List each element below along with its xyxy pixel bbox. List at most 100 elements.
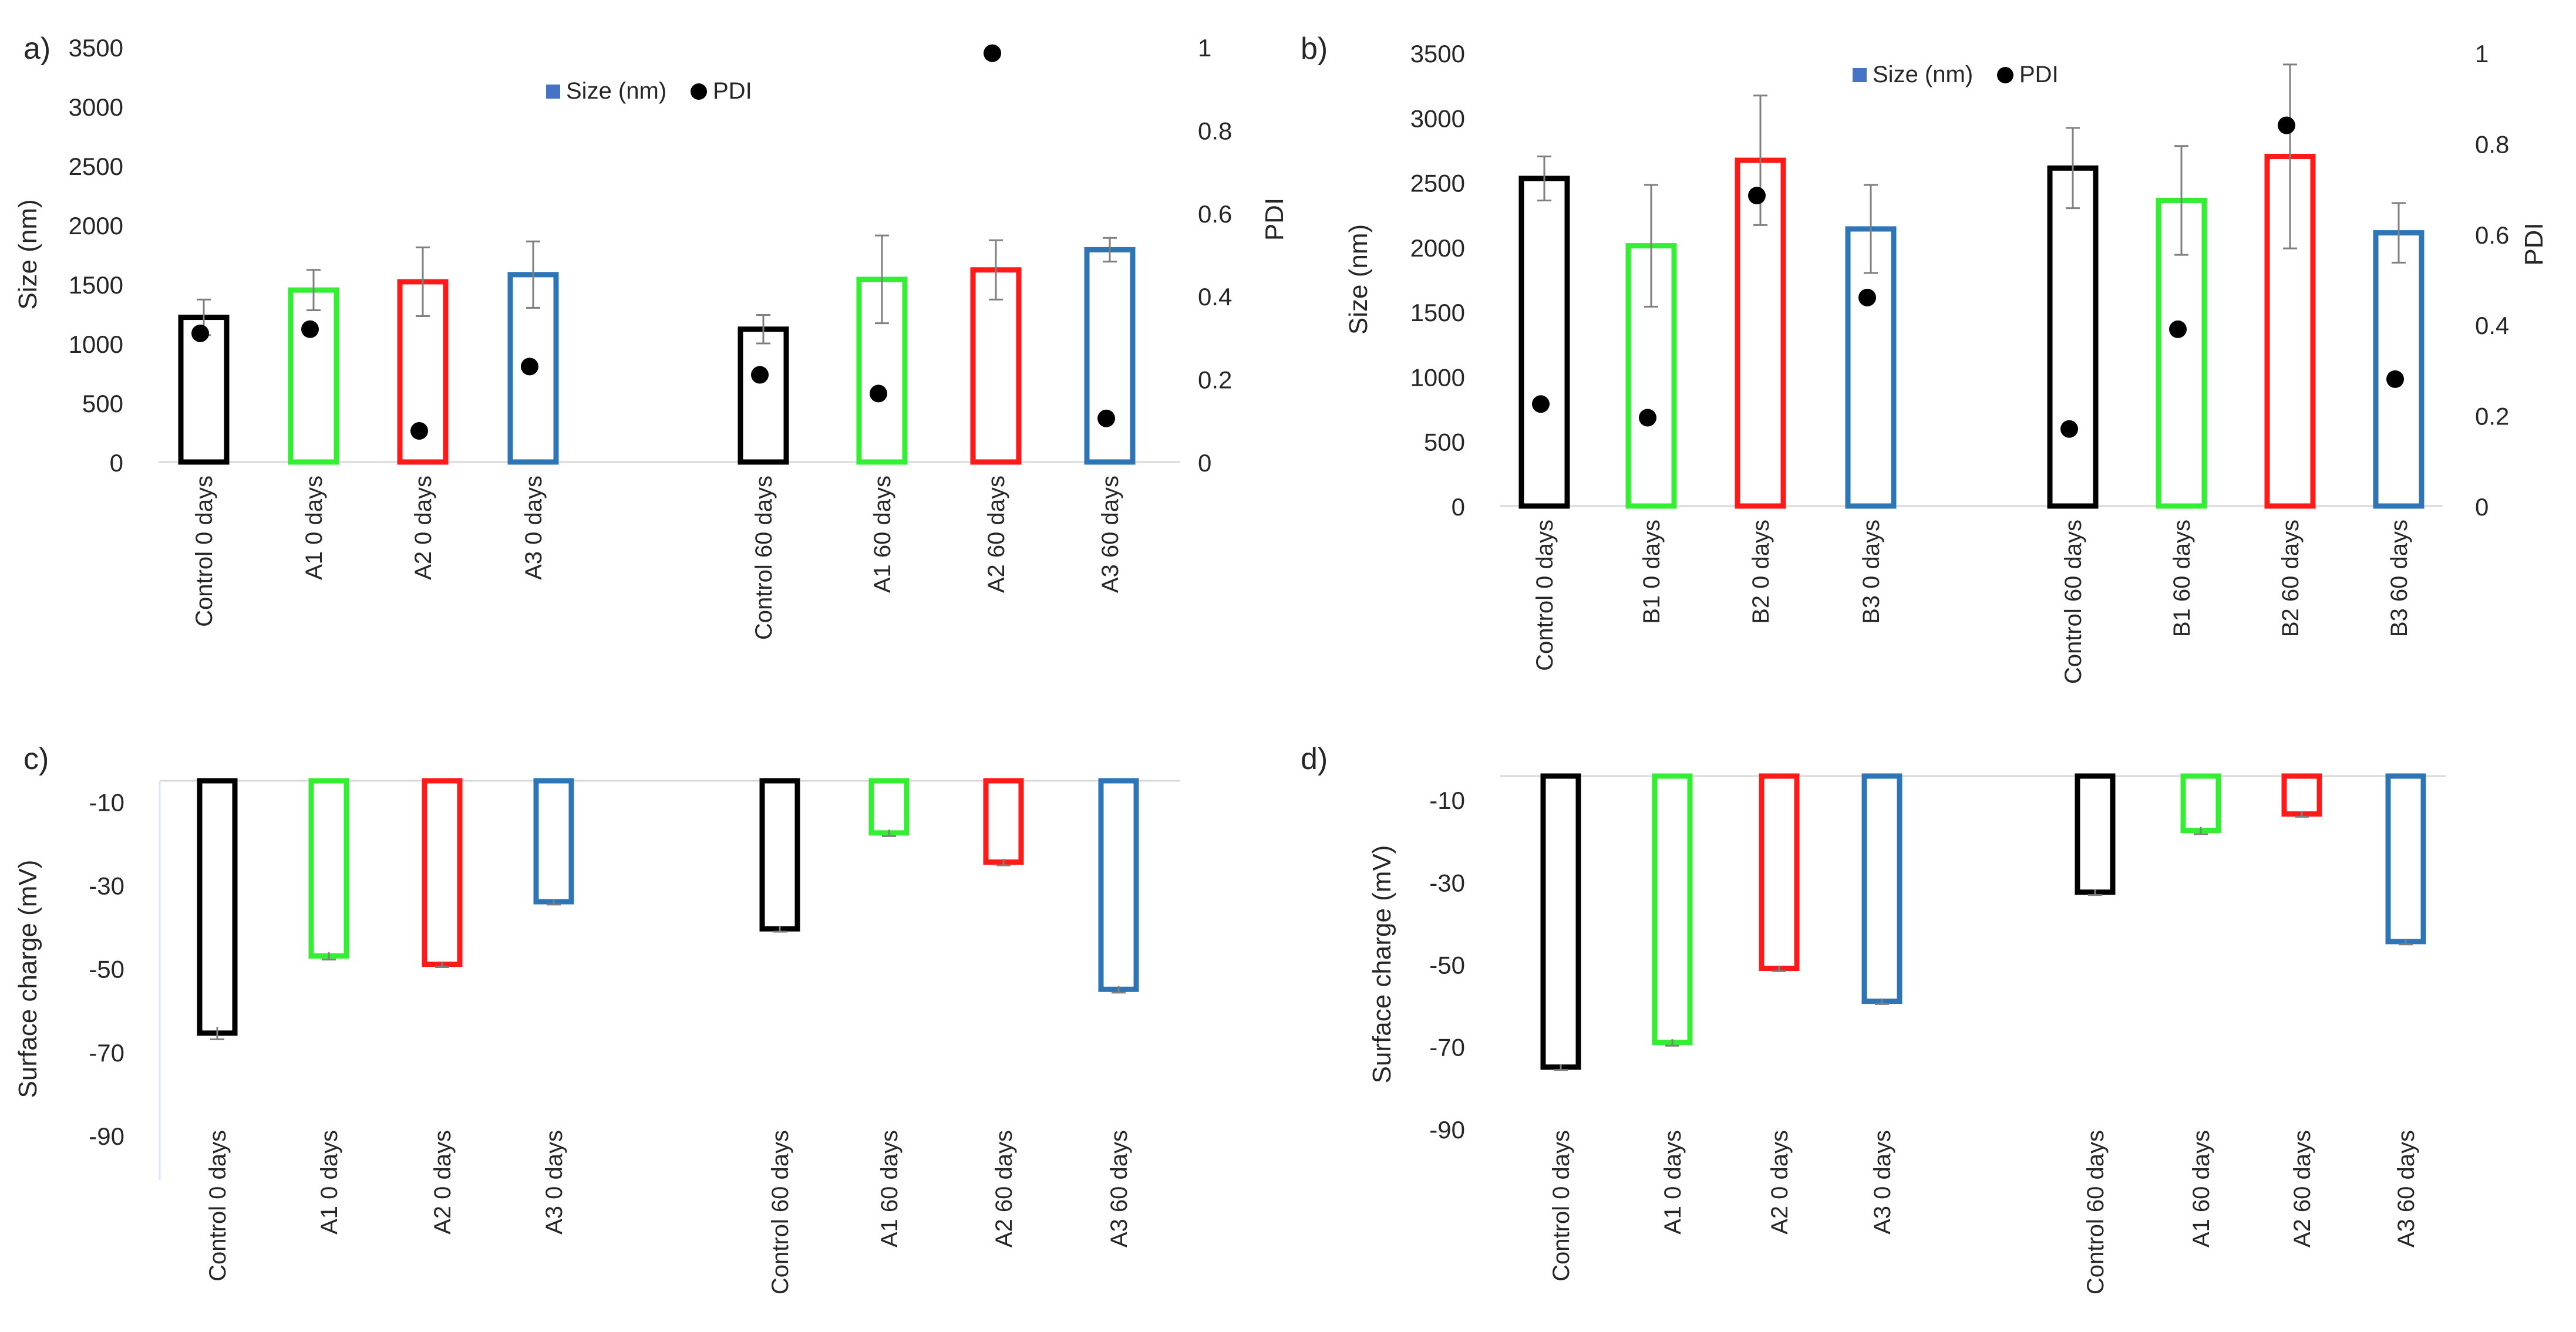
bar-size-5 [738, 326, 789, 465]
y-tick-label: -90 [89, 1122, 124, 1150]
y2-tick-label: 1 [2475, 40, 2489, 68]
pdi-point-2 [1639, 409, 1656, 427]
bar-size-1 [1518, 176, 1570, 509]
y2-tick-label: 0 [1198, 449, 1211, 477]
pdi-point-6 [870, 385, 887, 403]
y-tick-label: 3500 [69, 34, 123, 62]
category-label: A3 0 days [541, 1130, 567, 1235]
chart-panel-c: c) -10 -30 -50 -70 -90 Surface charge (mV) Cont… [14, 742, 1180, 1294]
y2-tick-label: 0.2 [1198, 366, 1232, 394]
y-tick-label: 2000 [69, 212, 123, 240]
category-label: A1 60 days [870, 476, 895, 593]
y-tick-label: 1500 [1410, 299, 1465, 326]
panel-label: d) [1301, 742, 1328, 776]
y-tick-label: -30 [1429, 869, 1465, 896]
category-label: Control 0 days [191, 476, 217, 627]
category-label: B2 0 days [1748, 520, 1774, 624]
bar-charge-7 [2281, 773, 2322, 817]
y-tick-label: 500 [82, 390, 123, 417]
legend-swatch-size [1853, 68, 1867, 82]
pdi-point-4 [1858, 288, 1876, 306]
bar-charge-2 [308, 778, 349, 959]
category-label: A3 60 days [2393, 1130, 2419, 1247]
bar-charge-6 [868, 778, 910, 836]
category-label: A2 0 days [1767, 1130, 1793, 1235]
bar-charge-8 [1098, 778, 1139, 992]
category-label: Control 0 days [205, 1130, 231, 1282]
y-tick-label: -50 [89, 956, 124, 983]
pdi-point-4 [521, 358, 538, 376]
legend-label-size: Size (nm) [1873, 62, 1973, 87]
pdi-point-3 [1748, 187, 1766, 205]
y2-tick-label: 0.4 [2475, 312, 2509, 339]
panel-label: c) [23, 742, 49, 776]
y2-tick-label: 1 [1198, 34, 1211, 62]
category-label: A1 60 days [877, 1130, 903, 1247]
y-tick-label: 3000 [1410, 104, 1465, 132]
pdi-point-5 [751, 366, 769, 384]
y-tick-label: 2500 [69, 153, 123, 180]
y-tick-label: 1000 [1410, 363, 1465, 391]
category-label: Control 0 days [1548, 1130, 1574, 1282]
y2-tick-label: 0.8 [1198, 117, 1232, 144]
category-label: A3 0 days [1870, 1130, 1895, 1235]
category-label: A3 60 days [1106, 1130, 1132, 1247]
category-label: A1 0 days [301, 476, 327, 580]
y2-tick-label: 0.4 [1198, 283, 1232, 311]
legend-label-size: Size (nm) [566, 78, 666, 104]
y-tick-label: 3000 [69, 93, 123, 121]
y-tick-label: -10 [1429, 787, 1465, 814]
bar-size-7 [970, 267, 1022, 465]
pdi-point-3 [410, 421, 428, 440]
y-tick-label: 2500 [1410, 170, 1465, 197]
y-tick-label: -70 [1429, 1034, 1465, 1061]
pdi-point-8 [2386, 370, 2404, 388]
y-tick-label: 500 [1424, 429, 1465, 456]
bar-charge-2 [1652, 773, 1693, 1046]
bar-size-8 [1084, 247, 1136, 465]
category-label: A2 60 days [991, 1130, 1017, 1247]
pdi-point-6 [2169, 320, 2187, 338]
pdi-point-1 [1532, 395, 1550, 413]
category-label: B3 60 days [2386, 520, 2412, 637]
y-tick-label: -30 [89, 872, 124, 900]
y2-tick-label: 0.6 [1198, 200, 1232, 228]
category-label: Control 60 days [751, 476, 777, 640]
category-label: B1 60 days [2169, 520, 2195, 637]
category-label: Control 60 days [2060, 520, 2086, 684]
y-tick-label: 1000 [69, 331, 123, 358]
y2-axis-label: PDI [1260, 198, 1289, 241]
category-label: B3 0 days [1858, 520, 1884, 624]
y2-tick-label: 0 [2475, 493, 2489, 521]
category-label: A1 0 days [1660, 1130, 1686, 1235]
legend-marker-pdi [1997, 67, 2013, 83]
y-tick-label: -70 [89, 1039, 124, 1067]
y-tick-label: -10 [89, 789, 124, 817]
y-tick-label: 2000 [1410, 234, 1465, 262]
legend-label-pdi: PDI [713, 78, 752, 104]
y-tick-label: -90 [1429, 1116, 1465, 1144]
bar-charge-5 [759, 778, 800, 932]
category-label: Control 60 days [767, 1130, 793, 1294]
bar-size-2 [288, 287, 339, 465]
chart-panel-d: d) -10 -30 -50 -70 -90 Surface charge (mV) Cont… [1301, 742, 2446, 1294]
category-label: A2 60 days [984, 476, 1009, 593]
y-tick-label: 3500 [1410, 40, 1465, 68]
bar-charge-3 [1759, 773, 1800, 972]
category-label: A1 60 days [2188, 1130, 2214, 1247]
category-label: Control 60 days [2083, 1130, 2109, 1294]
y-tick-label: 1500 [69, 271, 123, 299]
bar-size-5 [2047, 165, 2099, 509]
pdi-point-8 [1097, 409, 1115, 427]
chart-panel-b: b) 0 500 1000 1500 2000 2500 3000 3500 Size (nm) 0… [1301, 32, 2548, 684]
pdi-point-7 [984, 44, 1001, 62]
bar-charge-1 [197, 778, 238, 1036]
bar-charge-4 [1861, 773, 1902, 1004]
y-axis-label: Size (nm) [14, 199, 42, 309]
pdi-point-7 [2278, 116, 2295, 134]
y-tick-label: 0 [110, 449, 123, 477]
category-label: A2 0 days [430, 1130, 456, 1235]
bar-charge-1 [1540, 773, 1581, 1070]
y-axis-label: Size (nm) [1344, 224, 1373, 335]
category-label: A2 0 days [410, 476, 436, 580]
